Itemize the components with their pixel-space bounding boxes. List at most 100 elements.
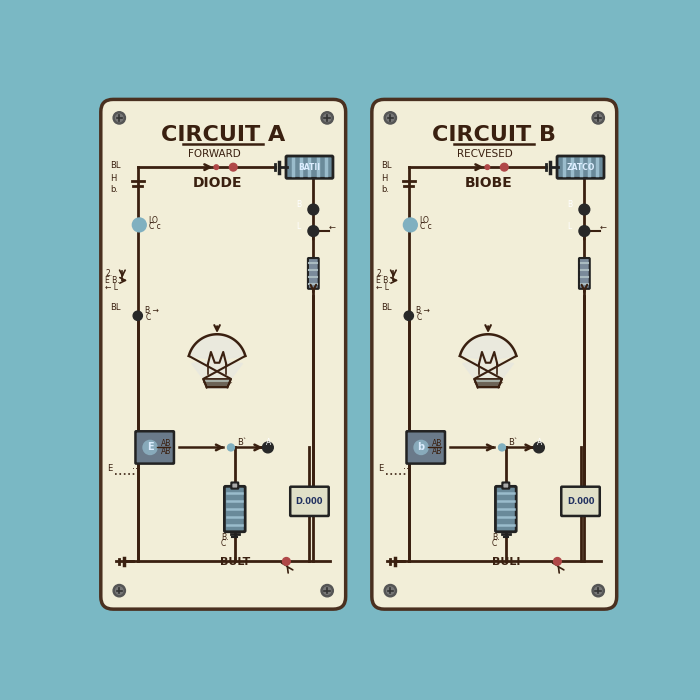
Text: C: C [416, 313, 421, 321]
Text: D.000: D.000 [567, 497, 594, 506]
Text: AB: AB [161, 447, 172, 456]
Text: BIOBE: BIOBE [465, 176, 513, 190]
Text: AB: AB [432, 439, 442, 448]
Text: A: A [537, 438, 542, 447]
FancyBboxPatch shape [407, 431, 445, 463]
Text: RECVESED: RECVESED [457, 150, 513, 160]
Text: FORWARD: FORWARD [188, 150, 240, 160]
Circle shape [485, 165, 490, 169]
Text: E B.: E B. [377, 276, 391, 285]
Circle shape [594, 114, 602, 122]
Text: H
b.: H b. [381, 174, 389, 194]
FancyBboxPatch shape [561, 486, 600, 516]
Polygon shape [460, 335, 517, 388]
Text: ...: ... [132, 461, 141, 471]
Text: E B.: E B. [106, 276, 120, 285]
FancyBboxPatch shape [557, 156, 604, 178]
FancyBboxPatch shape [579, 258, 589, 289]
Circle shape [414, 440, 428, 454]
Text: E: E [378, 463, 384, 473]
Text: AB: AB [432, 447, 442, 456]
FancyBboxPatch shape [225, 486, 245, 532]
Text: C: C [146, 313, 150, 321]
Polygon shape [475, 379, 502, 387]
FancyBboxPatch shape [372, 99, 617, 609]
Text: ...: ... [402, 461, 412, 471]
Text: b: b [418, 442, 425, 452]
Text: H
b.: H b. [110, 174, 118, 194]
Circle shape [132, 218, 146, 232]
Text: B: B [568, 200, 573, 209]
Text: E: E [147, 442, 153, 452]
Circle shape [533, 442, 545, 453]
Circle shape [386, 587, 394, 594]
Text: ← L: ← L [106, 283, 118, 292]
Circle shape [113, 584, 125, 597]
Text: B →: B → [146, 307, 160, 316]
Text: BL: BL [381, 302, 391, 312]
Text: AB: AB [161, 439, 172, 448]
Circle shape [592, 112, 604, 124]
Circle shape [554, 557, 561, 566]
Circle shape [230, 163, 237, 171]
Circle shape [404, 311, 414, 321]
Text: E: E [107, 463, 112, 473]
Circle shape [384, 112, 396, 124]
Circle shape [403, 218, 417, 232]
Text: LO: LO [148, 216, 158, 225]
Circle shape [113, 112, 125, 124]
Text: B.: B. [492, 533, 500, 542]
Text: CIRCUIT A: CIRCUIT A [161, 125, 286, 145]
Circle shape [321, 112, 333, 124]
FancyBboxPatch shape [286, 156, 333, 178]
Circle shape [262, 442, 273, 453]
Text: C c: C c [419, 222, 431, 231]
Text: A: A [265, 438, 271, 447]
Text: B.: B. [221, 533, 228, 542]
FancyBboxPatch shape [101, 99, 346, 609]
Text: BATII: BATII [298, 162, 321, 172]
Circle shape [594, 587, 602, 594]
Circle shape [579, 204, 589, 215]
Circle shape [498, 444, 505, 451]
Text: ← L: ← L [377, 283, 389, 292]
Circle shape [133, 311, 142, 321]
Text: BULT: BULT [220, 556, 250, 567]
Circle shape [228, 444, 234, 451]
Circle shape [308, 225, 318, 237]
Text: DIODE: DIODE [193, 176, 243, 190]
Circle shape [579, 225, 589, 237]
Text: BL: BL [110, 161, 120, 170]
Text: LO: LO [419, 216, 430, 225]
Circle shape [592, 584, 604, 597]
Text: B →: B → [416, 307, 430, 316]
Text: C c: C c [148, 222, 160, 231]
Text: ZATCO: ZATCO [566, 162, 595, 172]
Text: B`: B` [508, 438, 518, 447]
Text: C: C [492, 539, 497, 548]
FancyBboxPatch shape [503, 482, 510, 489]
Circle shape [323, 114, 331, 122]
Text: 2.: 2. [377, 269, 384, 278]
Circle shape [143, 440, 157, 454]
Polygon shape [203, 379, 231, 387]
FancyBboxPatch shape [496, 486, 516, 532]
Text: BULI: BULI [491, 556, 520, 567]
Text: L: L [568, 222, 572, 231]
Circle shape [384, 584, 396, 597]
Text: ←: ← [600, 223, 607, 232]
Circle shape [116, 587, 123, 594]
Text: ←: ← [329, 223, 336, 232]
Text: L: L [296, 222, 300, 231]
Circle shape [308, 204, 318, 215]
Circle shape [386, 114, 394, 122]
Circle shape [283, 557, 290, 566]
Polygon shape [189, 335, 245, 388]
Circle shape [323, 587, 331, 594]
Text: B`: B` [237, 438, 247, 447]
FancyBboxPatch shape [290, 486, 329, 516]
Text: CIRCUIT B: CIRCUIT B [433, 125, 556, 145]
Circle shape [500, 163, 508, 171]
Text: B: B [296, 200, 302, 209]
Text: D.000: D.000 [295, 497, 323, 506]
